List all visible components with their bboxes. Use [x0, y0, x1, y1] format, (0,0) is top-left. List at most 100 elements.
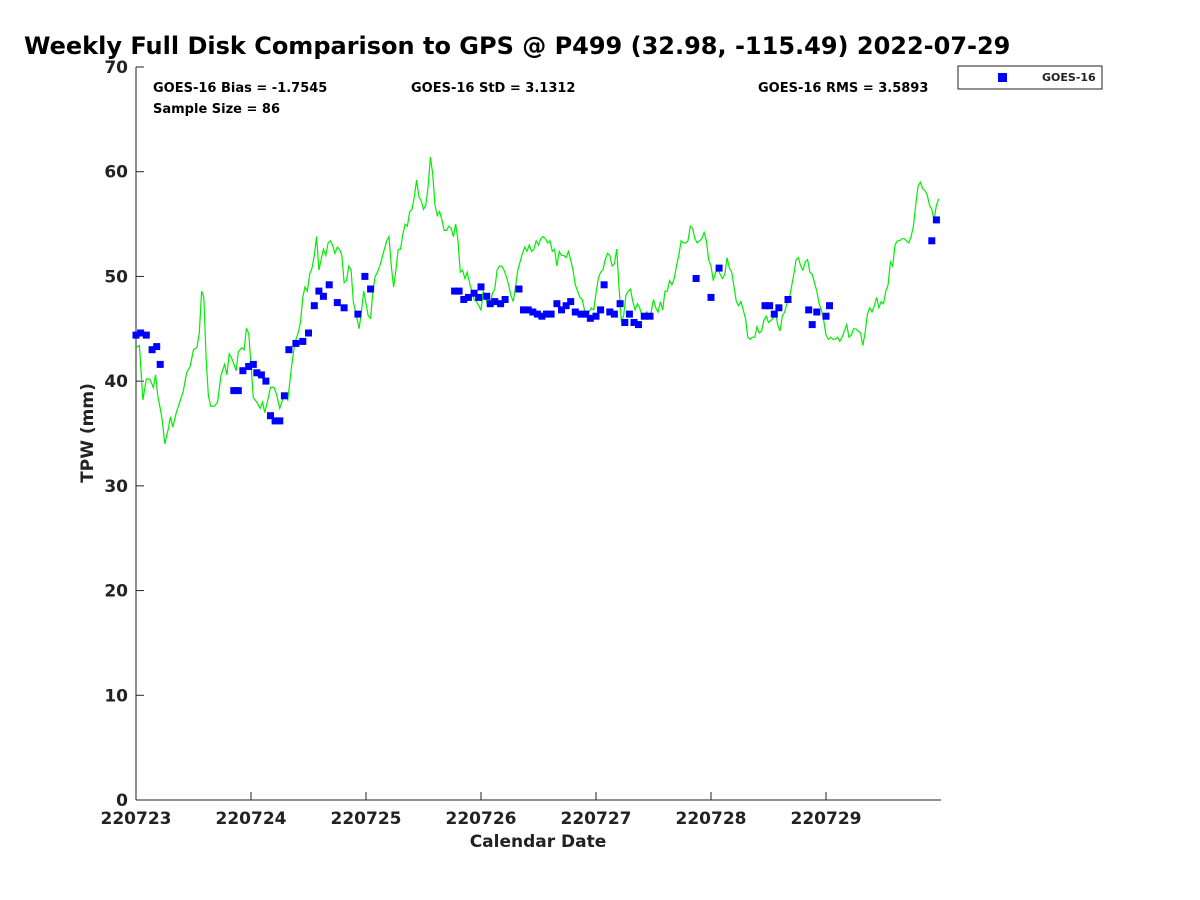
goes16-data-point — [486, 300, 494, 308]
goes16-data-point — [299, 337, 307, 345]
x-axis-label: Calendar Date — [470, 832, 607, 852]
goes16-data-point — [483, 292, 491, 300]
goes16-data-point — [280, 392, 288, 400]
y-tick-label: 60 — [104, 163, 128, 183]
goes16-data-point — [253, 369, 261, 377]
goes16-data-point — [692, 275, 700, 282]
goes16-data-point — [621, 319, 629, 326]
y-tick-label: 10 — [104, 686, 128, 706]
stat-rms: GOES-16 RMS = 3.5893 — [758, 81, 928, 96]
stat-bias: GOES-16 Bias = -1.7545 — [153, 81, 327, 96]
goes16-data-point — [271, 417, 279, 425]
plot-area — [132, 157, 940, 445]
x-tick-label: 220727 — [561, 809, 632, 829]
goes16-data-point — [928, 237, 936, 245]
stat-sample-size: Sample Size = 86 — [153, 102, 280, 117]
goes16-data-point — [553, 300, 561, 308]
goes16-data-point — [515, 285, 523, 293]
goes16-data-point — [822, 312, 830, 320]
goes16-data-point — [715, 264, 723, 272]
goes16-data-point — [142, 331, 150, 339]
x-tick-label: 220724 — [216, 809, 287, 829]
goes16-data-point — [148, 346, 156, 354]
goes16-data-point — [707, 293, 715, 301]
goes16-data-point — [267, 412, 274, 420]
goes16-data-point — [367, 285, 375, 293]
goes16-data-point — [582, 310, 590, 318]
goes16-data-point — [610, 310, 618, 318]
goes16-data-point — [524, 306, 532, 314]
y-tick-label: 40 — [104, 372, 128, 392]
goes16-data-point — [257, 371, 265, 379]
legend-marker-goes16 — [998, 73, 1007, 82]
goes16-data-point — [234, 387, 242, 395]
goes16-data-point — [646, 312, 654, 320]
goes16-data-point — [520, 306, 527, 314]
legend: GOES-16 — [957, 65, 1103, 90]
goes16-data-point — [501, 296, 509, 303]
goes16-data-point — [784, 296, 792, 303]
goes16-data-point — [775, 304, 783, 312]
x-tick-label: 220728 — [676, 809, 747, 829]
goes16-data-point — [477, 283, 485, 291]
goes16-data-point — [808, 321, 816, 329]
x-tick-label: 220725 — [331, 809, 402, 829]
y-tick-label: 50 — [104, 267, 128, 287]
y-tick-label: 30 — [104, 477, 128, 497]
goes16-data-point — [230, 387, 238, 395]
goes16-data-point — [586, 314, 594, 322]
goes16-series-markers — [132, 216, 940, 425]
goes16-data-point — [497, 300, 505, 308]
y-tick-label: 70 — [104, 58, 128, 78]
x-axis-ticks: 220723 220724 220725 220726 220727 220728 2207… — [101, 792, 862, 829]
goes16-data-point — [354, 310, 362, 318]
x-tick-label: 220723 — [101, 809, 172, 829]
y-axis-label: TPW (mm) — [78, 383, 98, 483]
goes16-data-point — [245, 363, 253, 370]
goes16-data-point — [325, 281, 333, 289]
legend-label-goes16: GOES-16 — [1042, 71, 1096, 84]
goes16-data-point — [529, 308, 537, 316]
goes16-data-point — [132, 331, 140, 339]
goes16-data-point — [625, 310, 633, 318]
goes16-data-point — [577, 310, 585, 318]
goes16-data-point — [932, 216, 940, 224]
goes16-data-point — [333, 299, 341, 307]
y-axis-ticks: 0 10 20 30 40 50 60 70 — [104, 58, 144, 811]
goes16-data-point — [315, 287, 323, 295]
goes16-data-point — [600, 281, 608, 289]
goes16-data-point — [340, 304, 348, 312]
goes16-data-point — [239, 367, 247, 375]
goes16-data-point — [813, 308, 821, 316]
goes16-data-point — [533, 310, 541, 318]
stat-std: GOES-16 StD = 3.1312 — [411, 81, 575, 96]
goes16-data-point — [616, 300, 624, 308]
chart-title: Weekly Full Disk Comparison to GPS @ P49… — [24, 32, 1010, 60]
goes16-data-point — [597, 306, 605, 314]
goes16-data-point — [310, 302, 318, 310]
goes16-data-point — [766, 302, 774, 310]
goes16-data-point — [464, 293, 472, 301]
goes16-data-point — [249, 360, 257, 368]
goes16-data-point — [491, 298, 499, 306]
goes16-data-point — [475, 293, 483, 301]
goes16-data-point — [547, 310, 555, 318]
x-tick-label: 220729 — [791, 809, 862, 829]
y-tick-label: 20 — [104, 582, 128, 602]
goes16-data-point — [567, 298, 575, 306]
goes16-data-point — [305, 329, 312, 337]
goes16-data-point — [635, 321, 642, 329]
legend-box — [957, 65, 1103, 90]
goes16-data-point — [805, 306, 813, 314]
goes16-data-point — [592, 312, 600, 320]
goes16-data-point — [292, 339, 300, 347]
goes16-data-point — [543, 310, 550, 318]
goes16-data-point — [361, 272, 369, 280]
goes16-data-point — [538, 312, 546, 320]
goes16-data-point — [137, 329, 145, 337]
y-tick-label: 0 — [116, 791, 128, 811]
goes16-data-point — [770, 310, 778, 318]
goes16-data-point — [470, 289, 478, 297]
goes16-data-point — [562, 302, 570, 310]
